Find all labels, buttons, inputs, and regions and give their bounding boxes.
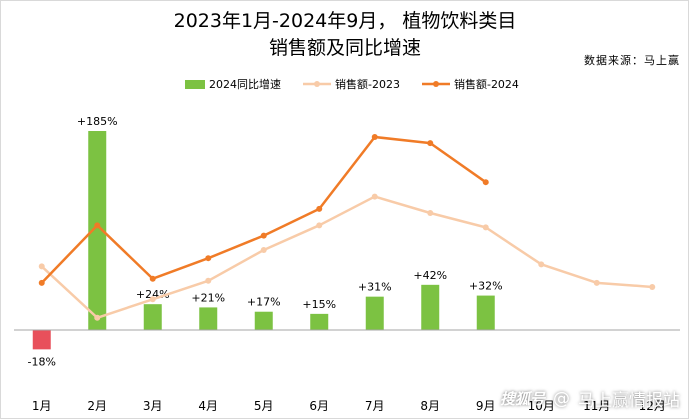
x-tick-label: 7月: [365, 399, 385, 413]
sales-2023-point: [38, 263, 45, 270]
sales-2023-point: [649, 283, 656, 290]
sales-2023-point: [316, 222, 323, 229]
sales-2024-point: [149, 275, 156, 282]
legend-item-2024: 销售额-2024: [421, 76, 519, 92]
growth-bar: [88, 131, 107, 330]
growth-bar: [476, 295, 495, 330]
sales-2023-point: [149, 296, 156, 303]
watermark: 搜狐号 @ 马上赢情报站: [499, 386, 680, 412]
x-tick-label: 9月: [476, 399, 496, 413]
legend-label-2023: 销售额-2023: [335, 78, 400, 91]
x-tick-label: 12月: [639, 399, 666, 413]
x-tick-label: 4月: [198, 399, 218, 413]
growth-bar: [310, 313, 329, 330]
legend-bar-swatch: [185, 79, 205, 89]
growth-data-label: +185%: [77, 115, 118, 128]
x-tick-label: 10月: [528, 399, 555, 413]
growth-bar: [199, 307, 218, 330]
growth-bar: [421, 284, 440, 330]
sales-2024-point: [38, 279, 45, 286]
sales-2024-point: [482, 179, 489, 186]
legend-label-growth: 2024同比增速: [209, 78, 281, 91]
growth-data-label: -18%: [28, 355, 56, 368]
legend-item-2023: 销售额-2023: [303, 76, 400, 92]
watermark-logo: 搜狐号: [499, 390, 545, 408]
legend-line-2023-swatch: [303, 81, 331, 87]
chart-title-line1: 2023年1月-2024年9月， 植物饮料类目: [173, 10, 517, 32]
sales-2024-point: [94, 222, 101, 229]
growth-bar: [32, 330, 51, 350]
growth-data-label: +31%: [358, 281, 392, 294]
sales-2023-point: [94, 314, 101, 321]
sales-2024-point: [205, 255, 212, 262]
x-tick-label: 5月: [254, 399, 274, 413]
growth-data-label: +24%: [136, 288, 170, 301]
x-tick-label: 1月: [32, 399, 52, 413]
watermark-text: 马上赢情报站: [578, 391, 680, 411]
sales-2023-line: [40, 195, 653, 320]
legend-label-2024: 销售额-2024: [453, 78, 519, 91]
chart-title-line2: 销售额及同比增速: [268, 37, 421, 59]
growth-data-label: +42%: [413, 269, 447, 282]
x-tick-label: 3月: [143, 399, 163, 413]
growth-bar: [365, 296, 384, 330]
sales-2023-point: [538, 261, 545, 268]
data-source-note: 数据来源：马上赢: [584, 54, 680, 67]
x-tick-label: 11月: [583, 399, 610, 413]
sales-2024-point: [260, 232, 267, 239]
x-tick-label: 6月: [309, 399, 329, 413]
legend-item-growth: 2024同比增速: [185, 76, 281, 92]
sales-2024-point: [316, 205, 323, 212]
sales-2023-point: [260, 246, 267, 253]
growth-data-label: +15%: [302, 298, 336, 311]
sales-2023-point: [482, 224, 489, 231]
x-tick-label: 8月: [420, 399, 440, 413]
growth-bar: [143, 304, 162, 330]
sales-2024-point: [371, 134, 378, 140]
sales-2023-point: [371, 193, 378, 200]
watermark-separator: @: [553, 388, 570, 409]
x-tick-label: 2月: [87, 399, 107, 413]
sales-2023-point: [205, 277, 212, 284]
growth-bar: [254, 311, 273, 330]
sales-2023-point: [427, 210, 434, 216]
sales-2024-point: [427, 140, 434, 147]
sales-2023-point: [593, 279, 600, 286]
growth-data-label: +32%: [469, 280, 503, 293]
growth-data-label: +17%: [247, 296, 281, 309]
growth-data-label: +21%: [191, 291, 225, 304]
legend-line-2024-swatch: [421, 81, 450, 87]
chart-legend: 2024同比增速 销售额-2023 销售额-2024: [185, 76, 519, 92]
